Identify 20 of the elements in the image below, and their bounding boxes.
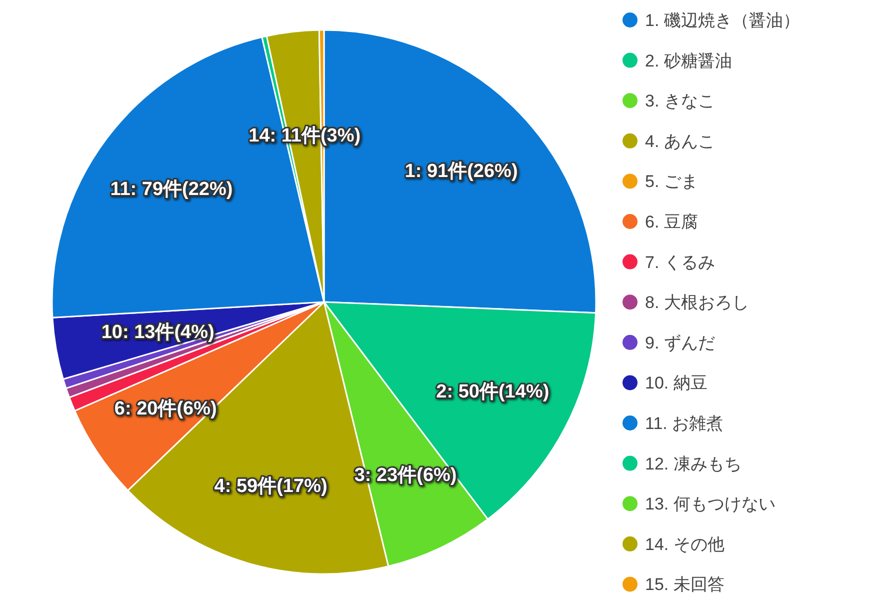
legend-label: 12. 凍みもち — [645, 454, 742, 474]
data-label: 11: 79件(22%) — [110, 179, 233, 200]
legend-label: 10. 納豆 — [645, 374, 708, 393]
legend-label: 14. その他 — [645, 534, 724, 554]
legend-label: 7. くるみ — [645, 252, 715, 272]
legend-label: 13. 何もつけない — [645, 494, 776, 514]
legend-label: 6. 豆腐 — [645, 212, 698, 232]
legend-label: 5. ごま — [645, 172, 698, 192]
legend-label: 15. 未回答 — [645, 575, 724, 594]
data-label: 10: 13件(4%) — [101, 322, 214, 343]
legend-label: 11. お雑煮 — [645, 414, 724, 433]
legend-label: 3. きなこ — [645, 92, 715, 111]
legend-label: 4. あんこ — [645, 132, 715, 151]
data-label: 4: 59件(17%) — [214, 476, 328, 497]
legend-label: 9. ずんだ — [645, 333, 715, 352]
legend-label: 8. 大根おろし — [645, 293, 749, 312]
data-label: 1: 91件(26%) — [404, 161, 518, 182]
data-label: 2: 50件(14%) — [436, 381, 550, 402]
legend-label: 2. 砂糖醤油 — [645, 51, 732, 70]
legend-label: 1. 磯辺焼き（醤油） — [645, 11, 800, 30]
